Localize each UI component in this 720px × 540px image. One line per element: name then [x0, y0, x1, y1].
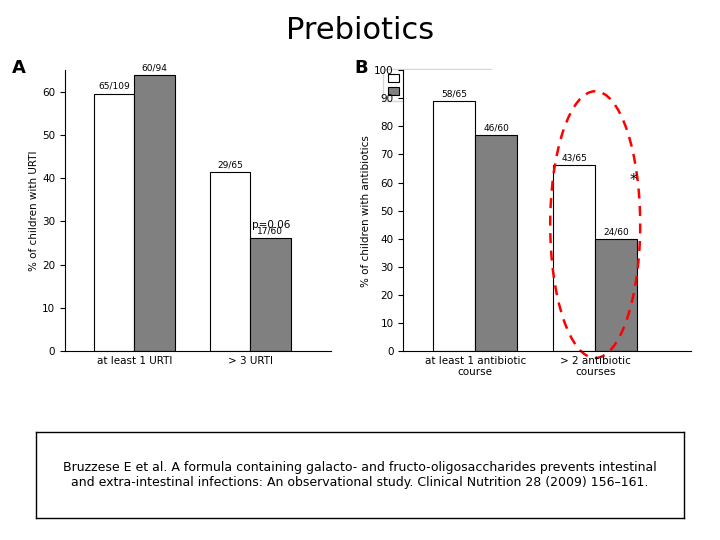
Bar — [250, 238, 291, 351]
Legend: Standard formula, GOS/FOS  formula: Standard formula, GOS/FOS formula — [383, 69, 492, 101]
Text: p=0.06: p=0.06 — [252, 220, 290, 230]
Text: 65/109: 65/109 — [98, 82, 130, 91]
Bar — [553, 165, 595, 351]
Text: A: A — [12, 59, 25, 77]
Text: Prebiotics: Prebiotics — [286, 16, 434, 45]
Y-axis label: % of children with URTI: % of children with URTI — [30, 150, 39, 271]
Text: 17/60: 17/60 — [257, 227, 284, 235]
Bar — [94, 93, 135, 351]
Bar — [433, 100, 475, 351]
Bar — [135, 76, 175, 351]
Text: 58/65: 58/65 — [441, 89, 467, 98]
Text: 29/65: 29/65 — [217, 160, 243, 169]
Text: 43/65: 43/65 — [562, 154, 587, 163]
Y-axis label: % of children with antibiotics: % of children with antibiotics — [361, 134, 371, 287]
Text: 46/60: 46/60 — [483, 124, 509, 133]
Text: Bruzzese E et al. A formula containing galacto- and fructo-oligosaccharides prev: Bruzzese E et al. A formula containing g… — [63, 461, 657, 489]
Text: 24/60: 24/60 — [603, 227, 629, 237]
Bar — [595, 239, 637, 351]
Text: 60/94: 60/94 — [142, 64, 168, 73]
Bar — [210, 172, 250, 351]
Bar — [475, 135, 517, 351]
Text: B: B — [354, 59, 368, 77]
Text: *: * — [630, 173, 637, 188]
